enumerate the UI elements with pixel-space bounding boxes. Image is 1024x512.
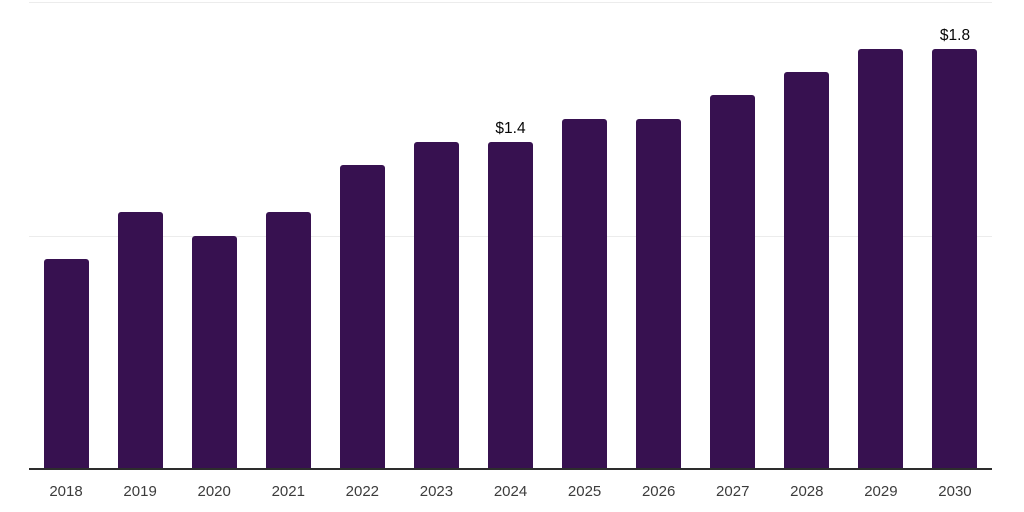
bar-2025: [562, 118, 608, 469]
x-tick-label-2021: 2021: [271, 483, 305, 500]
bar-2030: [932, 48, 978, 469]
x-tick-label-2030: 2030: [938, 483, 972, 500]
bar-series: $1.4 $1.8: [29, 2, 992, 469]
bar-2023: [413, 142, 459, 469]
bar-slot-2029: [844, 2, 918, 469]
x-tick-label-2029: 2029: [864, 483, 898, 500]
bar-2028: [784, 72, 830, 469]
bar-2021: [265, 212, 311, 469]
x-axis-line: [29, 468, 992, 470]
bar-2018: [43, 258, 89, 469]
plot-area: $1.4 $1.8: [29, 2, 992, 469]
bar-2024: [488, 142, 533, 469]
x-tick-label-2025: 2025: [567, 483, 602, 500]
bar-2019: [117, 212, 163, 469]
data-label-2024: $1.4: [495, 120, 526, 138]
bar-2029: [858, 48, 904, 469]
bar-2020: [191, 235, 237, 469]
bar-slot-2025: [548, 2, 622, 469]
bar-slot-2028: [770, 2, 844, 469]
x-tick-label-2020: 2020: [197, 483, 231, 500]
bar-2022: [339, 165, 385, 469]
bar-2026: [636, 118, 682, 469]
x-tick-label-2019: 2019: [123, 483, 157, 500]
bar-slot-2030: $1.8: [918, 2, 992, 469]
bar-slot-2026: [622, 2, 696, 469]
x-tick-label-2024: 2024: [493, 483, 528, 500]
x-tick-label-2028: 2028: [790, 483, 824, 500]
gridline-2: [29, 2, 992, 3]
x-tick-label-2022: 2022: [345, 483, 380, 500]
bar-slot-2027: [696, 2, 770, 469]
bar-slot-2024: $1.4: [473, 2, 547, 469]
x-tick-label-2023: 2023: [419, 483, 454, 500]
x-tick-label-2026: 2026: [641, 483, 676, 500]
bar-slot-2023: [399, 2, 473, 469]
bar-2027: [710, 95, 756, 469]
bar-slot-2018: [29, 2, 103, 469]
x-axis-labels: 2018 2019 2020 2021 2022 2023 2024 2025 2026 2027…: [29, 483, 992, 501]
x-tick-label-2027: 2027: [716, 483, 750, 500]
bar-slot-2020: [177, 2, 251, 469]
data-label-2030: $1.8: [939, 26, 971, 44]
bar-slot-2021: [251, 2, 325, 469]
bar-slot-2022: [325, 2, 399, 469]
x-tick-label-2018: 2018: [49, 483, 83, 500]
bar-slot-2019: [103, 2, 177, 469]
